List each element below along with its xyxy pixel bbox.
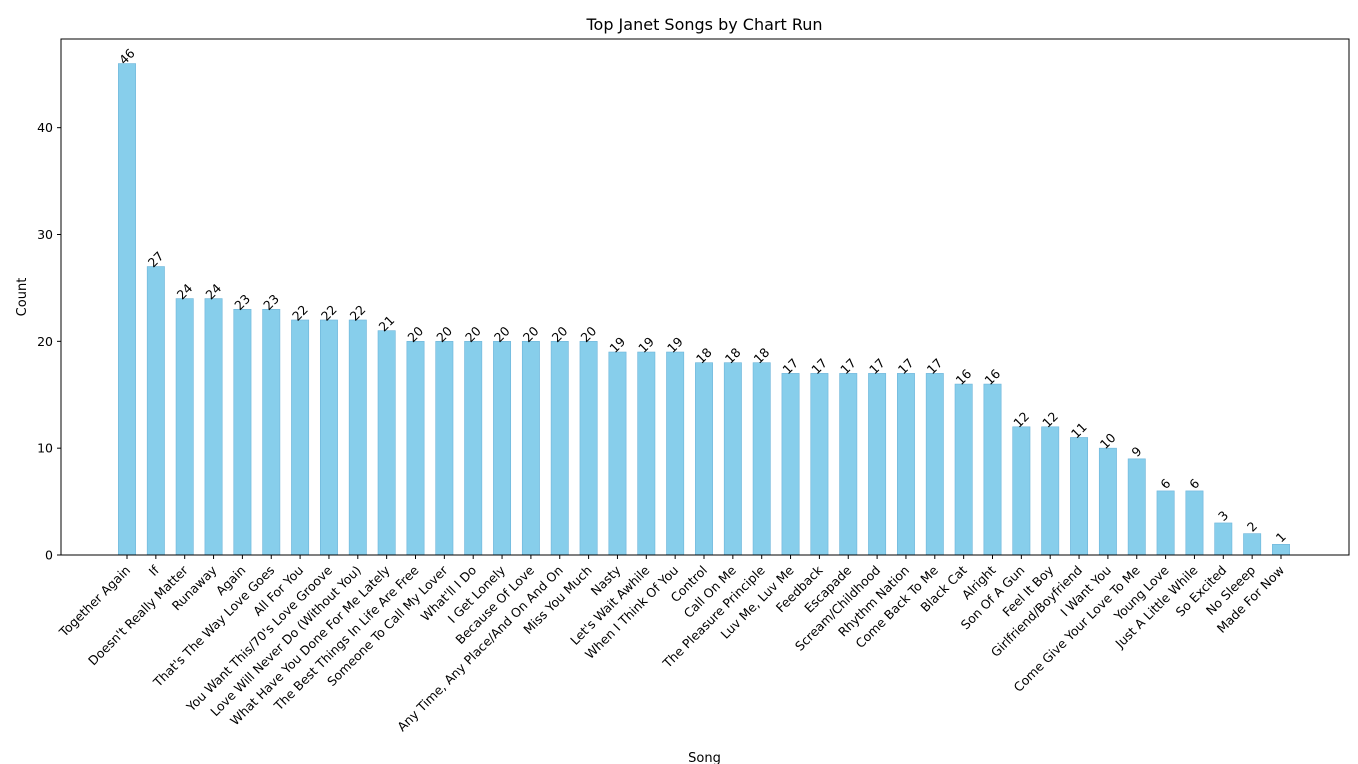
bar-24: [810, 373, 829, 556]
bar-23: [781, 373, 800, 556]
bar-40: [1272, 544, 1290, 556]
bar-25: [839, 373, 858, 556]
bar-30: [983, 383, 1002, 556]
bar-3: [204, 298, 223, 556]
bar-13: [493, 341, 512, 556]
bar-39: [1243, 533, 1262, 556]
bar-36: [1156, 490, 1175, 556]
bar-32: [1041, 426, 1060, 556]
bar-5: [262, 308, 281, 556]
bar-1: [146, 266, 165, 556]
bar-16: [579, 341, 598, 556]
data-label-36: 6: [1157, 476, 1173, 492]
chart-title: Top Janet Songs by Chart Run: [585, 15, 822, 34]
bar-37: [1185, 490, 1204, 556]
bar-20: [695, 362, 713, 556]
y-tick-label-2: 20: [37, 334, 53, 349]
bar-35: [1127, 458, 1146, 556]
bar-2: [175, 298, 194, 556]
bar-10: [406, 341, 425, 556]
bar-29: [954, 383, 973, 556]
bar-19: [666, 351, 685, 556]
y-tick-label-0: 0: [45, 548, 53, 563]
bar-12: [464, 341, 483, 556]
bar-15: [550, 341, 569, 556]
bar-9: [377, 330, 396, 556]
bar-8: [348, 319, 367, 556]
data-label-35: 9: [1128, 444, 1144, 460]
plot-area-frame: [60, 38, 1350, 556]
data-label-39: 2: [1244, 518, 1260, 534]
data-label-40: 1: [1273, 529, 1289, 545]
x-tick-label-2: Doesn't Really Matter: [85, 562, 191, 668]
data-label-38: 3: [1215, 508, 1231, 524]
y-axis-label: Count: [15, 278, 30, 317]
bars-group: [118, 63, 1290, 556]
y-tick-label-1: 10: [37, 441, 53, 456]
y-tick-label-4: 40: [37, 120, 53, 135]
bar-22: [752, 362, 771, 556]
bar-11: [435, 341, 454, 556]
bar-31: [1012, 426, 1031, 556]
bar-28: [925, 373, 944, 556]
y-tick-label-3: 30: [37, 227, 53, 242]
y-axis: 0 10 20 30 40: [37, 120, 61, 563]
bar-33: [1070, 437, 1089, 556]
bar-26: [868, 373, 887, 556]
bar-7: [319, 319, 338, 556]
data-label-37: 6: [1186, 476, 1202, 492]
x-tick-label-1: If: [146, 562, 163, 579]
bar-14: [521, 341, 540, 556]
bar-38: [1214, 522, 1233, 556]
bar-4: [233, 308, 252, 556]
bar-18: [637, 351, 656, 556]
bar-21: [723, 362, 742, 556]
bar-17: [608, 351, 627, 556]
bar-34: [1098, 447, 1117, 556]
bar-27: [896, 373, 915, 556]
bar-0: [118, 63, 136, 556]
bar-6: [291, 319, 310, 556]
x-axis-label: Song: [688, 751, 721, 764]
